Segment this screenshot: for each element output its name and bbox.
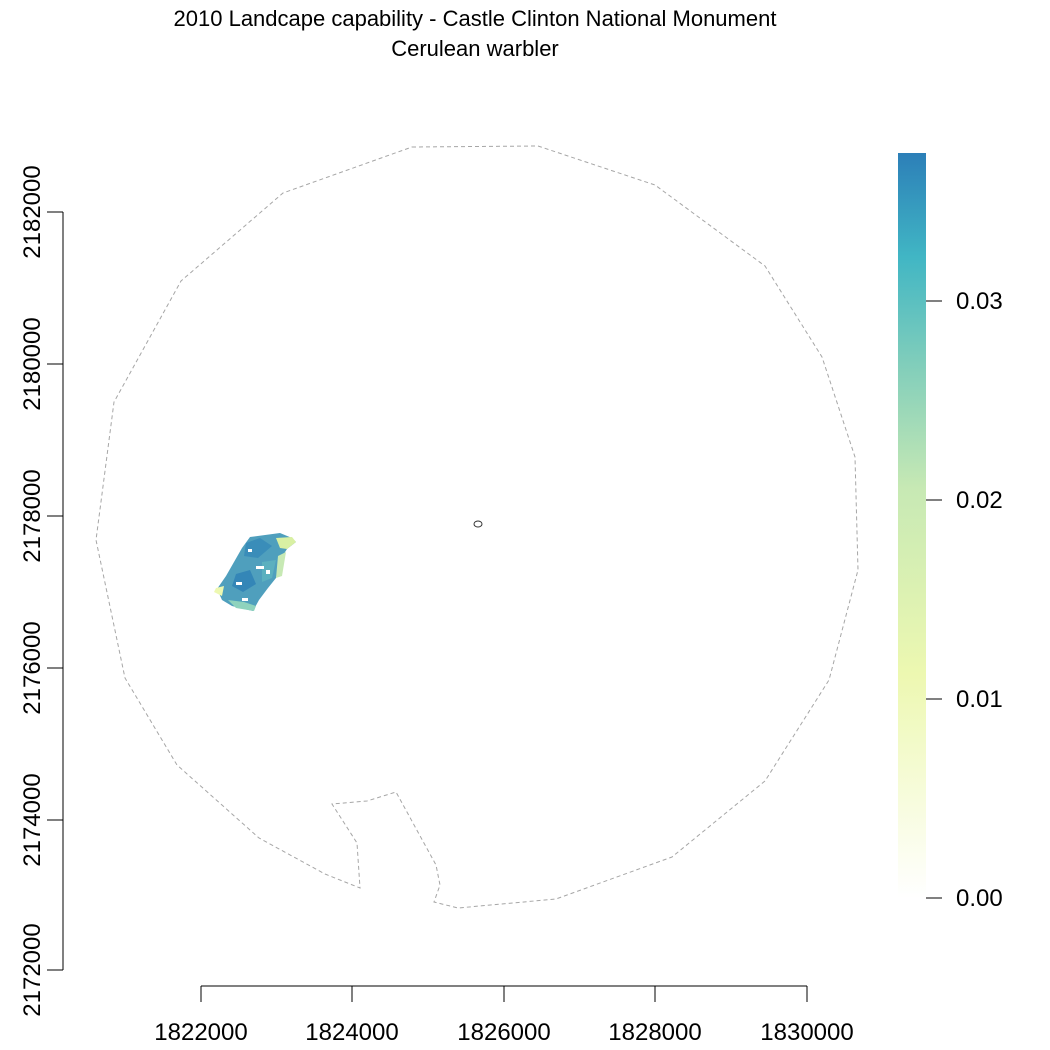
habitat-raster xyxy=(214,533,296,611)
y-axis xyxy=(47,211,64,971)
map-title: 2010 Landcape capability - Castle Clinto… xyxy=(173,6,777,31)
legend-tick-label: 0.01 xyxy=(956,686,1003,713)
x-axis-labels: 1822000 1824000 1826000 1828000 1830000 xyxy=(154,1019,853,1046)
x-tick-label: 1826000 xyxy=(457,1019,550,1046)
legend-tick-label: 0.03 xyxy=(956,288,1003,315)
y-tick-label: 2182000 xyxy=(19,165,46,258)
y-tick-label: 2180000 xyxy=(19,317,46,410)
legend: 0.00 0.01 0.02 0.03 xyxy=(898,153,1003,912)
x-tick-label: 1822000 xyxy=(154,1019,247,1046)
study-area-boundary xyxy=(95,145,859,909)
y-tick-label: 2178000 xyxy=(19,469,46,562)
y-tick-label: 2174000 xyxy=(19,773,46,866)
legend-tick-label: 0.02 xyxy=(956,487,1003,514)
legend-color-bar xyxy=(898,153,926,898)
monument-outline xyxy=(473,520,483,528)
y-tick-label: 2172000 xyxy=(19,923,46,1016)
x-tick-label: 1824000 xyxy=(305,1019,398,1046)
y-axis-labels: 2172000 2174000 2176000 2178000 2180000 … xyxy=(19,165,46,1016)
x-axis xyxy=(200,985,808,1002)
x-tick-label: 1830000 xyxy=(760,1019,853,1046)
y-tick-label: 2176000 xyxy=(19,621,46,714)
map-subtitle: Cerulean warbler xyxy=(391,36,559,61)
x-tick-label: 1828000 xyxy=(608,1019,701,1046)
legend-tick-label: 0.00 xyxy=(956,885,1003,912)
